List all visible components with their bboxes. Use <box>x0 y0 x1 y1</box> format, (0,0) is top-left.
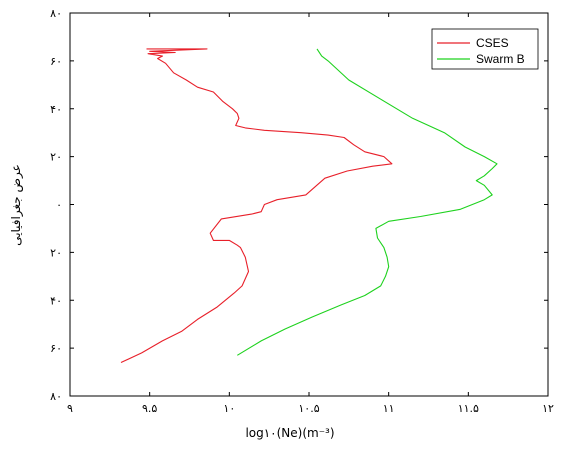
x-axis-title: log۱۰(Ne)(m⁻³) <box>245 426 334 440</box>
legend-box <box>431 28 539 70</box>
y-tick-label: ۸۰ <box>50 7 62 20</box>
y-tick-label: ۸۰ <box>50 390 62 403</box>
x-tick-label: ۹ <box>67 402 73 415</box>
x-tick-label: ۱۰ <box>223 402 235 415</box>
y-axis-title: عرض جغرافیایی <box>9 164 24 246</box>
x-tick-label: ۱۱ <box>383 402 395 415</box>
legend-label-cses: CSES <box>476 36 509 50</box>
y-tick-label: ۲۰ <box>50 151 62 164</box>
series-line-swarm-b <box>237 48 498 356</box>
legend-label-swarm-b: Swarm B <box>476 52 525 66</box>
series-layer <box>120 48 498 363</box>
y-tick-label: ۶۰ <box>50 342 62 355</box>
x-tick-label: ۹.۵ <box>142 402 157 415</box>
x-tick-label: ۱۰.۵ <box>298 402 319 415</box>
y-tick-label: ۲۰ <box>50 246 62 259</box>
legend: CSES Swarm B <box>431 28 539 70</box>
y-tick-label: ۴۰ <box>50 103 62 116</box>
y-tick-label: ۴۰ <box>50 294 62 307</box>
y-tick-label: ۰ <box>56 199 62 212</box>
x-tick-label: ۱۱.۵ <box>458 402 479 415</box>
series-line-cses <box>120 48 393 363</box>
x-tick-label: ۱۲ <box>542 402 554 415</box>
y-tick-label: ۶۰ <box>50 55 62 68</box>
ticks-layer: ۹ ۹.۵ ۱۰ ۱۰.۵ ۱۱ ۱۱.۵ ۱۲ ۸۰ ۶۰ ۴۰ ۲۰ ۰ ۲۰ ۴۰ ۶۰ ۸۰ <box>50 7 554 415</box>
plot-frame <box>69 12 549 397</box>
